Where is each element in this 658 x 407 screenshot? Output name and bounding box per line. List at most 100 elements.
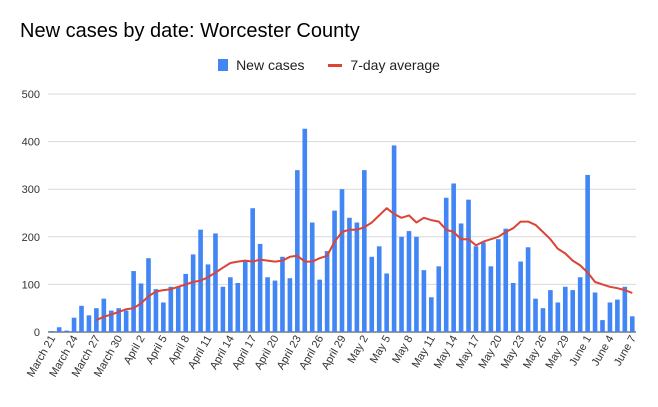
bar (220, 286, 226, 332)
bar (101, 298, 107, 332)
bar (600, 320, 605, 332)
bar (228, 277, 233, 332)
bar (525, 247, 531, 332)
bar (332, 210, 337, 332)
bar (94, 308, 99, 332)
y-tick-label: 300 (22, 184, 40, 196)
bar (354, 222, 360, 332)
x-tick-label: May 2 (346, 334, 371, 366)
bar (473, 246, 479, 332)
bar (481, 242, 486, 332)
bar (131, 271, 136, 332)
legend-label-line: 7-day average (350, 57, 440, 74)
bar (309, 222, 315, 332)
chart-title: New cases by date: Worcester County (20, 20, 360, 42)
legend-item-bars: New cases (218, 57, 305, 74)
bar (540, 308, 546, 332)
legend-swatch-line (328, 64, 343, 68)
x-tick-label: April 5 (144, 334, 170, 367)
bar (495, 239, 501, 332)
bar (213, 233, 218, 332)
bar (436, 266, 442, 332)
bar (324, 251, 330, 332)
bar (399, 236, 404, 332)
bar (242, 261, 248, 332)
bar (190, 254, 196, 332)
bar (183, 273, 189, 332)
bar (86, 315, 92, 332)
bar (592, 292, 598, 332)
bar (570, 290, 576, 332)
bar (295, 170, 300, 332)
bar (615, 299, 620, 332)
x-tick-label: June 7 (612, 334, 639, 369)
bar (302, 128, 308, 332)
bar (79, 305, 84, 332)
bar (384, 273, 389, 332)
bar (391, 145, 397, 332)
x-tick-label: May 5 (368, 334, 393, 366)
bar (138, 283, 144, 332)
legend: New cases 7-day average (0, 56, 658, 73)
bar (443, 197, 449, 332)
bar (622, 286, 628, 332)
bar (533, 298, 538, 332)
bar (510, 282, 516, 332)
bar (466, 199, 471, 332)
legend-label-bars: New cases (236, 57, 305, 74)
bar (317, 279, 322, 332)
bar (429, 297, 434, 332)
bar (585, 174, 590, 332)
bar (175, 286, 181, 332)
y-tick-label: 500 (22, 89, 40, 101)
bar (108, 310, 114, 332)
bar (56, 327, 62, 332)
bar (339, 189, 345, 332)
bar (287, 278, 293, 332)
bar (250, 208, 255, 332)
y-tick-label: 200 (22, 232, 40, 244)
bar (168, 286, 174, 332)
bar (161, 302, 166, 332)
bar (64, 330, 69, 332)
bar (577, 277, 583, 332)
bar (71, 317, 77, 332)
bar (503, 228, 509, 332)
bar (146, 258, 151, 332)
bar (257, 243, 263, 332)
bar (116, 308, 122, 332)
bar (451, 183, 456, 332)
bar (414, 236, 419, 332)
bar (458, 223, 464, 332)
legend-swatch-bars (218, 59, 229, 72)
bar (153, 289, 159, 332)
legend-item-line: 7-day average (328, 57, 440, 73)
bar (629, 316, 635, 332)
bar (406, 231, 412, 332)
x-tick-label: April 2 (122, 334, 148, 367)
bar (347, 217, 352, 332)
bar (518, 261, 523, 332)
bar (421, 270, 427, 332)
bar (488, 266, 494, 332)
bar (235, 282, 241, 332)
bar (376, 246, 382, 332)
bar (607, 302, 613, 332)
bar (548, 290, 553, 332)
bar (205, 264, 211, 332)
bar (280, 256, 285, 332)
bar (362, 170, 367, 332)
bar (49, 331, 55, 332)
bar (265, 277, 270, 332)
y-tick-label: 0 (34, 327, 40, 339)
bar (369, 256, 375, 332)
bar (555, 302, 561, 332)
bar (562, 286, 568, 332)
line-series-7-day-average (95, 207, 633, 322)
bar (123, 310, 129, 332)
y-tick-label: 100 (22, 279, 40, 291)
bar (272, 280, 278, 332)
y-tick-label: 400 (22, 137, 40, 149)
